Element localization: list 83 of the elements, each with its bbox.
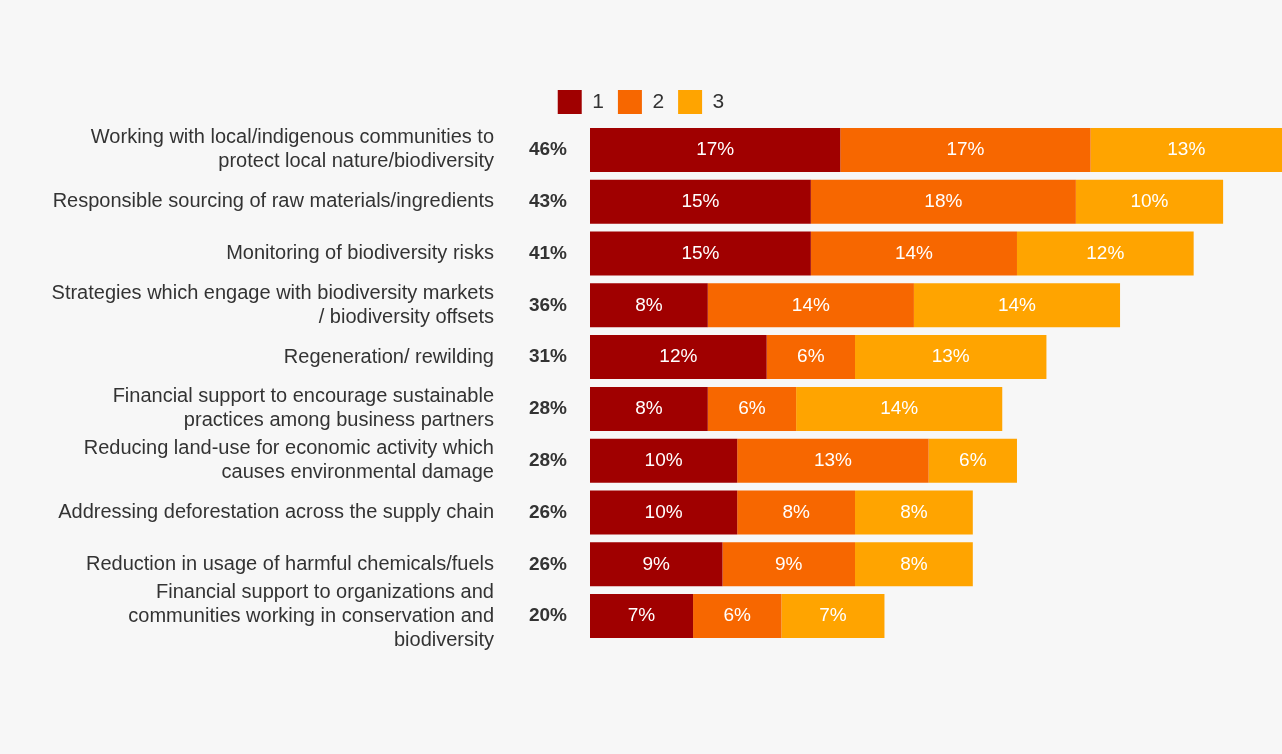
bar bbox=[796, 386, 1003, 431]
bar bbox=[766, 335, 856, 380]
bar bbox=[590, 335, 767, 380]
data-label: 10% bbox=[644, 448, 683, 470]
data-label: 6% bbox=[738, 397, 766, 419]
bar bbox=[707, 386, 797, 431]
data-label: 6% bbox=[959, 448, 987, 470]
total-label: 26% bbox=[528, 500, 568, 522]
data-label: 15% bbox=[681, 241, 720, 263]
data-label: 8% bbox=[635, 397, 663, 419]
bar bbox=[590, 386, 708, 431]
y-tick-label: Addressing deforestation across the supply chain bbox=[58, 500, 494, 523]
y-tick-label: Financial support to organizations and communities working in conservation and biodiversity bbox=[128, 579, 494, 650]
bar bbox=[590, 127, 841, 172]
bar bbox=[810, 231, 1017, 276]
data-label: 9% bbox=[642, 552, 671, 574]
bar bbox=[590, 542, 723, 587]
bar bbox=[913, 283, 1121, 328]
total-label: 28% bbox=[528, 448, 568, 470]
data-label: 8% bbox=[635, 293, 663, 315]
data-label: 6% bbox=[723, 604, 752, 626]
y-tick-label: Responsible sourcing of raw materials/ingredients bbox=[52, 189, 494, 212]
bar bbox=[590, 179, 811, 224]
data-label: 14% bbox=[880, 397, 919, 419]
data-label: 14% bbox=[791, 293, 830, 315]
total-label: 20% bbox=[528, 604, 568, 626]
legend-label: 2 bbox=[652, 88, 665, 112]
total-label: 36% bbox=[528, 293, 568, 315]
bar bbox=[1016, 231, 1194, 276]
data-label: 12% bbox=[1086, 241, 1125, 263]
data-label: 15% bbox=[681, 189, 720, 211]
bar bbox=[1075, 179, 1224, 224]
y-tick-label: Strategies which engage with biodiversity markets / biodiversity offsets bbox=[51, 280, 494, 327]
data-label: 6% bbox=[797, 345, 825, 367]
y-tick-label: Monitoring of biodiversity risks bbox=[226, 241, 494, 264]
y-tick-label: Financial support to encourage sustainable practices among business partners bbox=[112, 384, 494, 431]
bar bbox=[590, 490, 738, 535]
data-label: 7% bbox=[819, 604, 847, 626]
data-label: 12% bbox=[659, 345, 698, 367]
bar bbox=[590, 438, 738, 483]
bar bbox=[707, 283, 914, 328]
legend-label: 1 bbox=[592, 88, 604, 112]
legend-label: 3 bbox=[712, 88, 725, 112]
data-label: 10% bbox=[1130, 189, 1169, 211]
data-label: 8% bbox=[900, 552, 928, 574]
total-label: 46% bbox=[528, 138, 568, 160]
data-label: 14% bbox=[894, 241, 934, 263]
data-label: 17% bbox=[696, 138, 735, 160]
total-label: 43% bbox=[528, 189, 568, 211]
y-tick-label: Reduction in usage of harmful chemicals/fuels bbox=[86, 551, 494, 574]
data-label: 13% bbox=[1167, 138, 1206, 160]
bar bbox=[855, 542, 973, 587]
total-label: 28% bbox=[528, 397, 568, 419]
bar bbox=[928, 438, 1017, 483]
bar bbox=[693, 594, 782, 639]
bar bbox=[1090, 127, 1282, 172]
bar bbox=[855, 490, 973, 535]
data-label: 9% bbox=[775, 552, 803, 574]
total-label: 41% bbox=[528, 241, 568, 263]
total-label: 26% bbox=[528, 552, 568, 574]
bar bbox=[781, 594, 885, 639]
bar bbox=[722, 542, 856, 587]
data-label: 8% bbox=[782, 500, 810, 522]
bar bbox=[840, 127, 1091, 172]
bar bbox=[590, 594, 694, 639]
y-tick-label: Reducing land-use for economic activity which causes environmental damage bbox=[83, 436, 494, 483]
y-tick-label: Regeneration/ rewilding bbox=[283, 344, 494, 367]
total-label: 31% bbox=[528, 345, 568, 367]
y-tick-label: Working with local/indigenous communities to protect local nature/biodiversity bbox=[90, 125, 494, 172]
bar bbox=[590, 231, 811, 276]
data-label: 17% bbox=[946, 138, 985, 160]
data-label: 13% bbox=[931, 345, 970, 367]
bar bbox=[810, 179, 1076, 224]
data-label: 10% bbox=[644, 500, 683, 522]
bar bbox=[855, 335, 1047, 380]
data-label: 8% bbox=[900, 500, 928, 522]
data-label: 13% bbox=[813, 448, 853, 470]
data-label: 18% bbox=[924, 189, 963, 211]
data-label: 14% bbox=[997, 293, 1037, 315]
bar bbox=[737, 490, 856, 535]
data-label: 7% bbox=[627, 604, 656, 626]
bar bbox=[590, 283, 708, 328]
bar bbox=[737, 438, 929, 483]
